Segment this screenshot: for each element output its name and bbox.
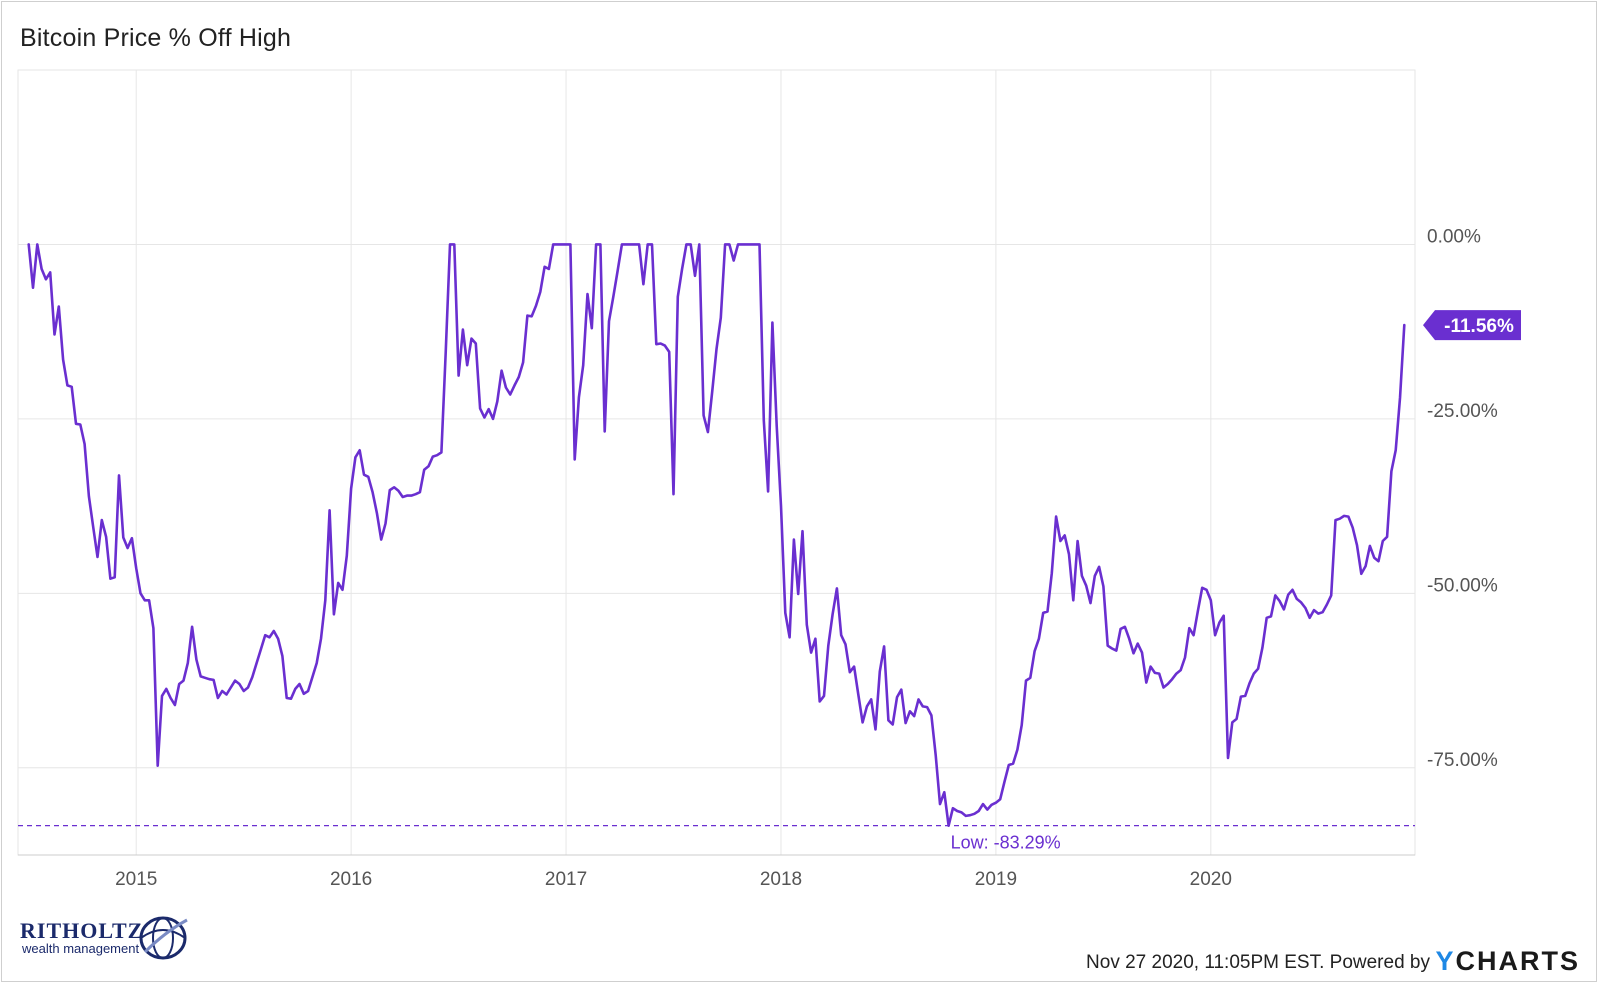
- brand-name: RITHOLTZ: [20, 918, 144, 943]
- y-tick-label: -50.00%: [1427, 575, 1498, 596]
- axes: 0.00% -25.00% -50.00% -75.00% 2015 2016 2017 20…: [18, 226, 1498, 890]
- ycharts-logo-text: CHARTS: [1455, 946, 1580, 976]
- x-tick-label: 2015: [115, 869, 157, 890]
- ycharts-logo: YCHARTS: [1435, 946, 1580, 977]
- y-tick-label: 0.00%: [1427, 226, 1481, 247]
- y-tick-label: -75.00%: [1427, 750, 1498, 771]
- annotations: Low: -83.29% -11.56%: [18, 310, 1521, 853]
- ritholtz-logo: RITHOLTZ wealth management: [20, 916, 188, 960]
- globe-icon: [139, 916, 188, 960]
- x-tick-label: 2018: [760, 869, 802, 890]
- x-tick-label: 2016: [330, 869, 372, 890]
- plot-border: [17, 69, 1416, 856]
- last-value-badge: [1423, 310, 1521, 341]
- low-label: Low: -83.29%: [951, 833, 1061, 853]
- y-tick-label: -25.00%: [1427, 401, 1498, 422]
- series-layer: [27, 243, 1406, 828]
- ycharts-logo-y: Y: [1435, 946, 1456, 976]
- grid-lines: [17, 69, 1416, 856]
- chart-title: Bitcoin Price % Off High: [20, 24, 292, 52]
- brand-tagline: wealth management: [22, 941, 140, 956]
- x-tick-label: 2020: [1190, 869, 1232, 890]
- footer-timestamp: Nov 27 2020, 11:05PM EST. Powered by: [1086, 952, 1430, 973]
- bitcoin-off-high-line: [27, 243, 1406, 828]
- x-tick-label: 2017: [545, 869, 587, 890]
- last-value-label: -11.56%: [1444, 316, 1514, 337]
- x-tick-label: 2019: [975, 869, 1017, 890]
